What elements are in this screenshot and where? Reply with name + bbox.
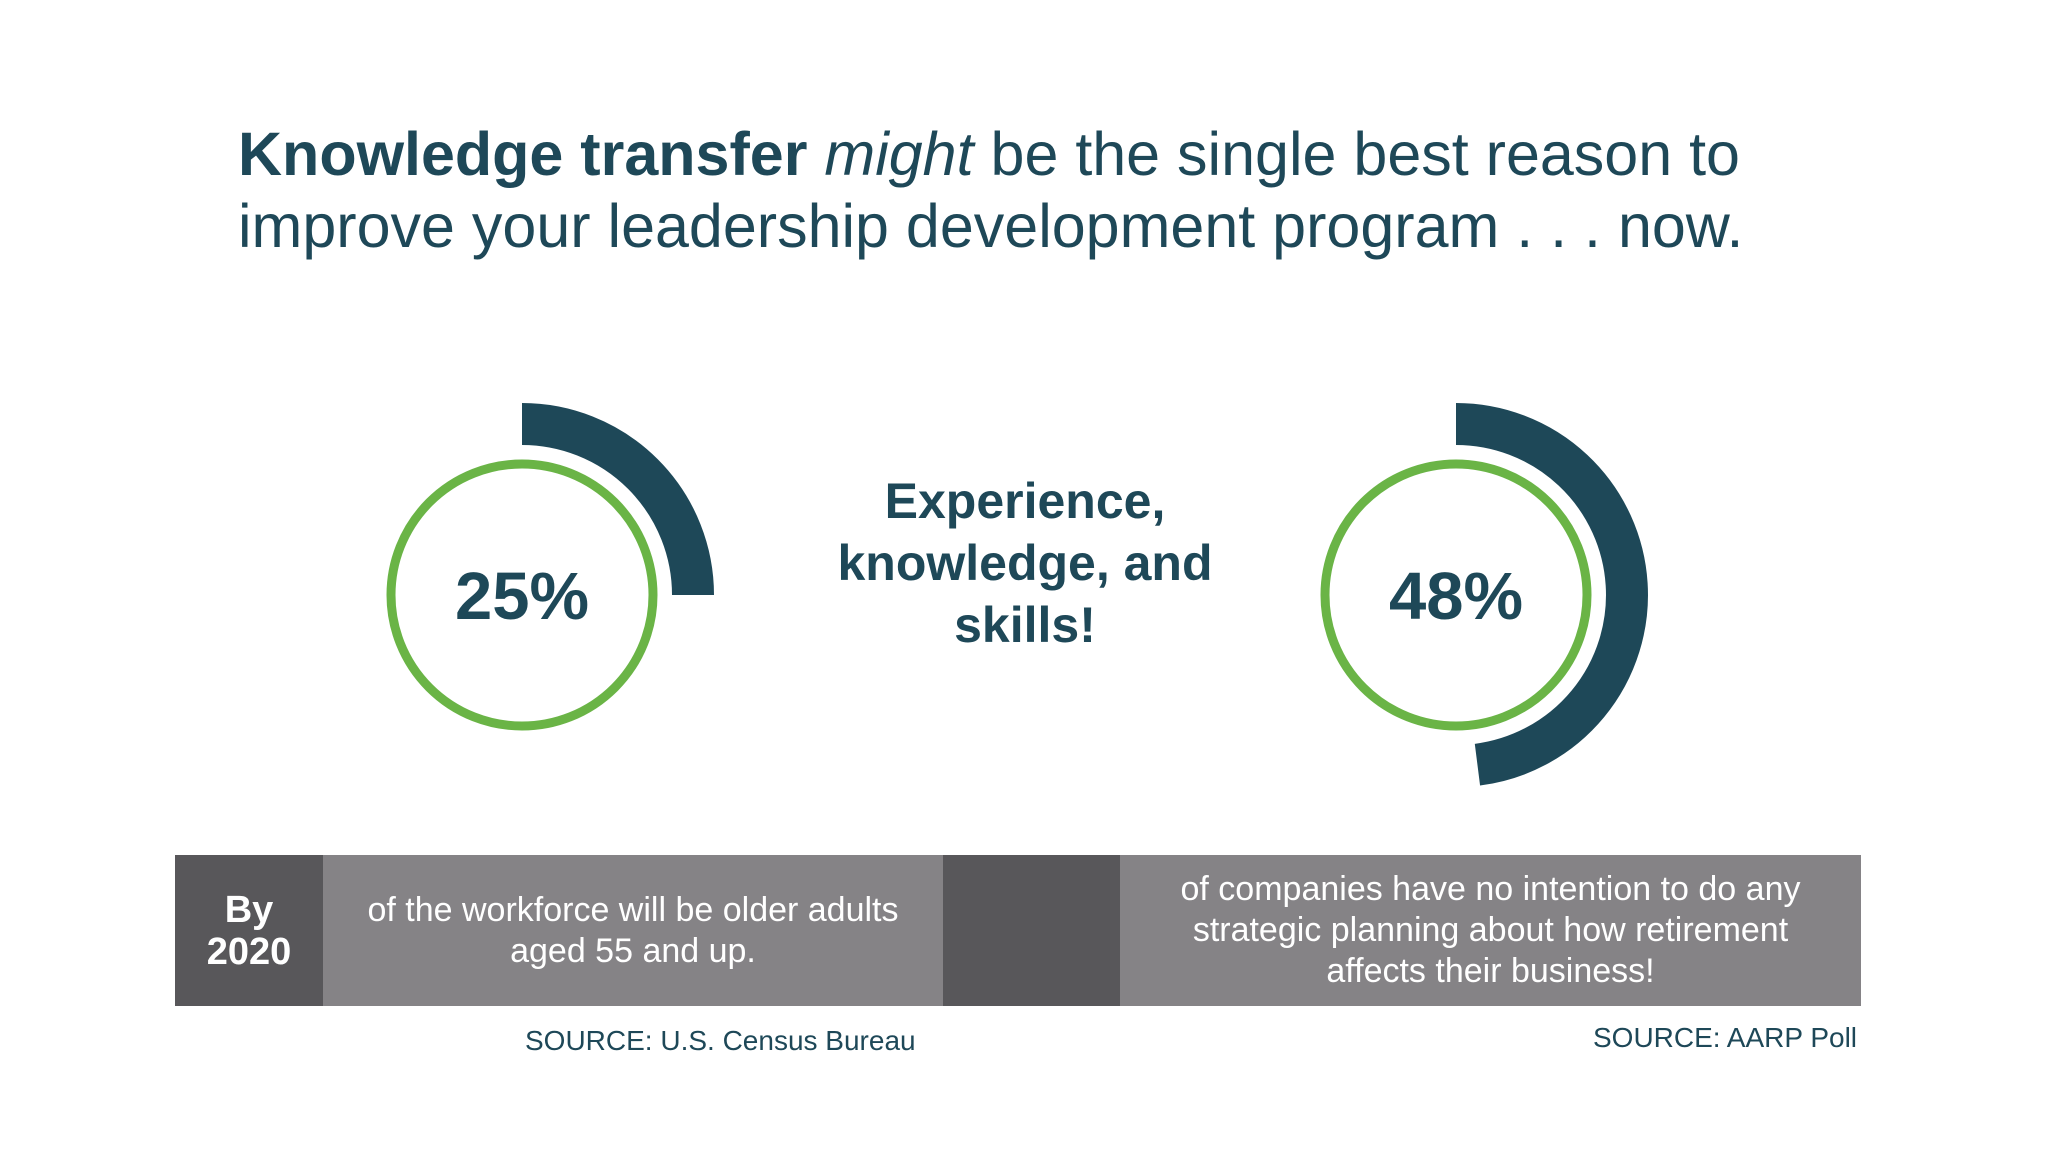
gauge-right	[1320, 403, 1648, 786]
headline: Knowledge transfer might be the single b…	[238, 118, 1938, 262]
headline-italic: might	[824, 120, 974, 188]
gauge-right-value: 48%	[1388, 559, 1524, 634]
headline-rest: be the single best reason to improve you…	[238, 120, 1744, 260]
gauge-left-arc	[521, 403, 714, 596]
band-left-text: of the workforce will be older adults ag…	[323, 855, 943, 1006]
source-right: SOURCE: AARP Poll	[1593, 1022, 1858, 1053]
band-year-line-1: By	[224, 888, 274, 931]
gauge-right-ring	[1320, 459, 1592, 731]
gauge-left-ring	[386, 459, 658, 731]
source-left: SOURCE: U.S. Census Bureau	[525, 1025, 916, 1056]
gauge-right-arc	[1455, 403, 1648, 786]
center-text: Experience, knowledge, and skills!	[790, 470, 1260, 656]
center-text-line-2: knowledge, and	[837, 535, 1213, 591]
band-year-line-2: 2020	[206, 930, 292, 973]
gauge-left	[386, 403, 714, 731]
center-text-line-3: skills!	[954, 597, 1096, 653]
band-year: By 2020	[175, 855, 323, 1006]
center-text-line-1: Experience,	[884, 473, 1166, 529]
gauge-left-value: 25%	[454, 559, 590, 634]
band-right-text: of companies have no intention to do any…	[1120, 855, 1861, 1006]
band-divider	[943, 855, 1120, 1006]
stats-band: By 2020 of the workforce will be older a…	[175, 855, 1861, 1006]
headline-bold: Knowledge transfer	[238, 120, 808, 188]
